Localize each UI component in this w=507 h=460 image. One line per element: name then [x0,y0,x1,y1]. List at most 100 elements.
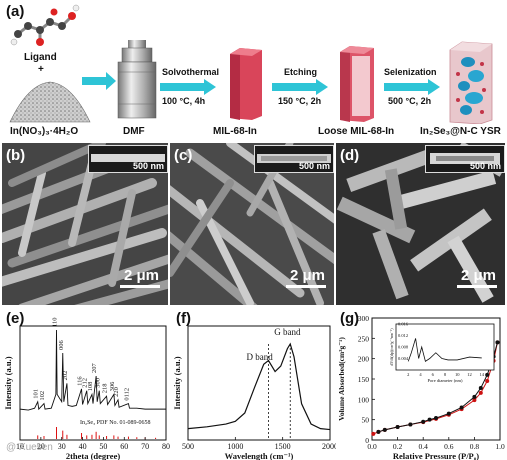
raman-x-tick-label: 1500 [275,442,291,451]
panel-d-scale-label: 2 μm [461,267,497,284]
xrd-x-tick-label: 50 [99,442,107,451]
bet-inset-x-tick-label: 8 [444,372,447,377]
panel-b-inset-rod-image [91,154,165,162]
bet-x-axis-label: Relative Pressure (P/P₀) [393,451,479,460]
arrow-2-label: Solvothermal [162,67,220,77]
precursor-label: In(NO₃)₃·4H₂O [10,126,79,137]
bet-adsorption-point [472,398,477,403]
panel-a-scheme: (a) Ligand + In(NO₃)₃·4H₂O [0,0,507,142]
bet-inset-y-tick-label: 0.012 [398,333,408,338]
raman-d-band-label: D band [246,352,273,362]
bet-y-tick-label: 50 [362,416,370,425]
raman-x-axis-label: Wavelength (cm⁻¹) [225,451,294,460]
bet-desorption-point [434,416,438,421]
bet-y-tick-label: 150 [358,375,370,384]
ligand-molecule-icon [10,4,80,46]
xrd-y-axis-label: Intensity (a.u.) [3,356,13,409]
panel-d-scale-bar [457,285,497,288]
bet-inset-x-tick-label: 10 [455,372,460,377]
bet-inset-y-tick-label: 0.004 [398,356,409,361]
xrd-x-tick-label: 30 [58,442,66,451]
xrd-peak-label: 207 [91,363,98,374]
arrow-4-label: Selenization [384,67,437,77]
panel-c-letter: (c) [174,147,193,164]
bet-x-tick-label: 0.4 [419,442,429,451]
bet-desorption-point [421,419,426,424]
ysr-rod-icon [449,41,493,124]
xrd-x-tick-label: 80 [162,442,170,451]
panel-d-inset-rod-image [430,153,500,164]
loose-mil68-rod-icon [340,46,374,122]
xrd-peak-label: 108 [87,382,94,392]
arrow-3-condition: 150 °C, 2h [278,96,322,106]
xrd-x-tick-label: 40 [79,442,87,451]
panel-c-inset: 500 nm [254,145,334,173]
watermark: @ Xuesen [6,442,53,453]
panel-a-letter: (a) [6,3,25,20]
bet-adsorption-point [478,390,483,395]
bet-desorption-point [485,372,490,377]
xrd-peak-label: 110 [52,317,59,327]
bet-y-tick-label: 200 [358,355,370,364]
raman-x-tick-label: 2000 [322,442,336,451]
bet-adsorption-point [371,431,376,436]
bet-y-tick-label: 300 [358,314,370,323]
bet-inset-x-tick-label: 6 [432,372,435,377]
bet-desorption-point [427,417,432,422]
raman-g-band-label: G band [274,327,301,337]
panel-d-inset: 500 nm [425,145,505,173]
xrd-peak-label: 006 [58,340,65,351]
bet-y-tick-label: 250 [358,334,370,343]
bet-y-tick-label: 100 [358,395,370,404]
panel-e-letter: (e) [6,310,25,327]
panel-b-sem-image: 500 nm (b) 2 μm [2,143,168,305]
bet-x-tick-label: 0.8 [470,442,480,451]
xrd-x-tick-label: 70 [141,442,149,451]
bet-y-axis-label: Volume Absorbed(cm³g⁻¹) [337,337,346,421]
bet-x-tick-label: 1.0 [495,442,505,451]
xrd-peak-label: 212 [82,378,89,388]
bet-desorption-point [459,405,464,410]
indium-nitrate-powder-icon [9,81,91,123]
raman-x-tick-label: 1000 [227,442,243,451]
bet-desorption-point [376,429,381,434]
loose-mil68-label: Loose MIL-68-In [318,126,395,137]
bet-inset-y-tick-label: 0.016 [398,322,409,327]
bet-desorption-point [446,411,451,416]
bet-desorption-point [472,394,477,399]
autoclave-icon [117,40,157,119]
bet-inset-y-tick-label: 0.008 [398,345,409,350]
panel-c-rods-image [170,143,334,305]
panel-b-scale-bar [120,285,160,288]
panel-g-letter: (g) [340,310,360,327]
arrow-2-condition: 100 °C, 4h [162,96,206,106]
arrow-3-label: Etching [284,67,317,77]
xrd-peak-label: 218 [102,383,109,393]
bet-inset-x-tick-label: 14 [480,372,485,377]
panel-f-letter: (f) [176,310,191,327]
bet-isotherm-chart: 0.0 0.2 0.4 0.6 0.8 1.0 0 50 100 150 200 250 300 Rela… [337,314,505,460]
bet-desorption-point [395,424,400,429]
plus-sign: + [38,64,44,75]
panel-d-inset-scale: 500 nm [469,161,501,171]
xrd-x-tick-label: 20 [37,442,45,451]
bet-inset-x-axis-label: Pore diameter (nm) [428,378,463,383]
raman-x-tick-label: 500 [182,442,194,451]
panel-c-inset-scale: 500 nm [298,161,330,171]
arrow-2-icon [160,79,216,95]
arrow-1-icon [82,72,116,90]
raman-plot-frame [187,325,331,441]
dmf-label: DMF [123,126,145,137]
raman-spectrum-line [187,342,331,431]
xrd-x-tick-label: 10 [16,442,24,451]
xrd-peak-label: 300 [94,378,101,388]
mil68-rod-icon [230,48,262,120]
bet-x-tick-label: 0.2 [393,442,403,451]
xrd-peak-label: 101 [33,389,40,399]
panel-c-scale-bar [286,285,326,288]
bet-inset-x-tick-label: 4 [419,372,422,377]
bet-x-tick-label: 0.0 [367,442,377,451]
ysr-label: In₂Se₃@N-C YSR [420,126,501,137]
xrd-pattern-line [19,329,166,411]
